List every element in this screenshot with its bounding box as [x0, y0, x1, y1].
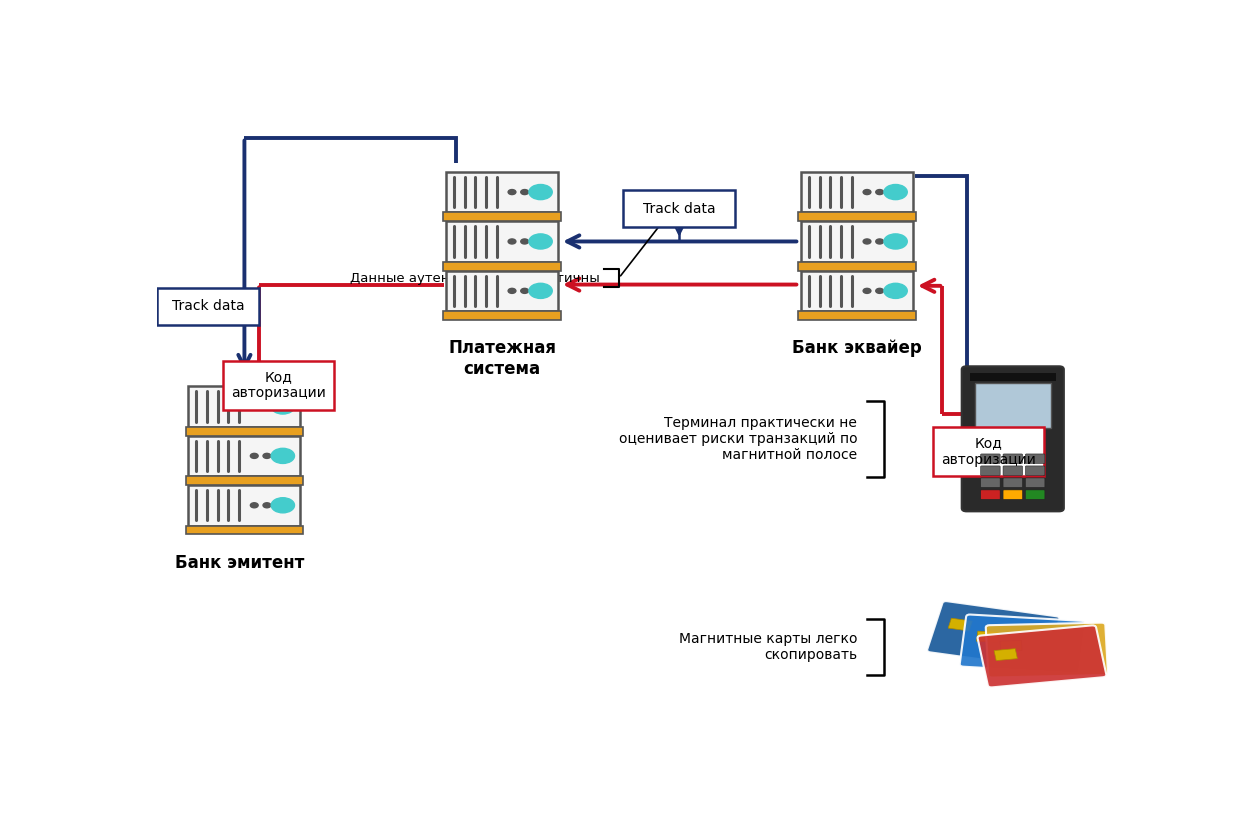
Bar — [798, 262, 916, 270]
Bar — [798, 212, 916, 221]
Bar — [186, 427, 304, 436]
Circle shape — [863, 288, 871, 293]
Circle shape — [264, 454, 271, 459]
FancyBboxPatch shape — [1003, 490, 1023, 500]
FancyBboxPatch shape — [1025, 478, 1045, 487]
Circle shape — [533, 189, 541, 195]
Bar — [186, 526, 304, 535]
FancyBboxPatch shape — [961, 366, 1064, 511]
Text: Данные аутентификации статичны: Данные аутентификации статичны — [350, 272, 600, 284]
FancyBboxPatch shape — [624, 190, 735, 227]
Circle shape — [533, 288, 541, 293]
Bar — [801, 221, 914, 262]
Circle shape — [521, 288, 528, 293]
Circle shape — [876, 288, 884, 293]
Circle shape — [884, 283, 907, 298]
FancyBboxPatch shape — [1025, 454, 1045, 464]
Circle shape — [533, 239, 541, 244]
Text: Магнитные карты легко
скопировать: Магнитные карты легко скопировать — [679, 631, 857, 662]
Circle shape — [250, 503, 259, 508]
Circle shape — [271, 498, 295, 513]
Circle shape — [876, 189, 884, 195]
Text: Банк эмитент: Банк эмитент — [174, 554, 304, 572]
Circle shape — [528, 283, 552, 298]
Circle shape — [276, 454, 284, 459]
Circle shape — [521, 239, 528, 244]
Circle shape — [271, 448, 295, 464]
Circle shape — [884, 184, 907, 200]
Circle shape — [271, 399, 295, 414]
Circle shape — [276, 404, 284, 409]
Text: Банк эквайер: Банк эквайер — [792, 340, 922, 358]
FancyBboxPatch shape — [985, 622, 1108, 677]
Circle shape — [250, 454, 259, 459]
Circle shape — [889, 189, 896, 195]
Bar — [975, 383, 1050, 428]
Circle shape — [508, 239, 516, 244]
Bar — [447, 270, 558, 311]
FancyBboxPatch shape — [1003, 454, 1023, 464]
Circle shape — [884, 234, 907, 249]
Text: Track data: Track data — [172, 300, 245, 314]
Bar — [1000, 640, 1022, 651]
Bar — [188, 436, 300, 476]
FancyBboxPatch shape — [1025, 490, 1045, 500]
Circle shape — [276, 503, 284, 508]
Text: Код
авторизации: Код авторизации — [231, 370, 326, 400]
Circle shape — [876, 239, 884, 244]
FancyBboxPatch shape — [960, 614, 1086, 673]
Bar — [970, 373, 1055, 381]
FancyBboxPatch shape — [1025, 466, 1045, 475]
FancyBboxPatch shape — [980, 478, 1000, 487]
FancyBboxPatch shape — [980, 490, 1000, 500]
FancyBboxPatch shape — [980, 466, 1000, 475]
Bar — [801, 172, 914, 212]
Circle shape — [508, 288, 516, 293]
Circle shape — [889, 288, 896, 293]
Circle shape — [528, 184, 552, 200]
Circle shape — [264, 404, 271, 409]
Bar — [447, 172, 558, 212]
Bar — [443, 311, 561, 320]
Bar — [443, 262, 561, 270]
Text: Код
авторизации: Код авторизации — [941, 437, 1035, 467]
Text: Платежная
система: Платежная система — [448, 340, 556, 378]
Bar — [798, 311, 916, 320]
Bar — [801, 270, 914, 311]
Circle shape — [889, 239, 896, 244]
Bar — [188, 387, 300, 427]
Circle shape — [264, 503, 271, 508]
FancyBboxPatch shape — [222, 360, 334, 410]
Circle shape — [863, 239, 871, 244]
Text: Track data: Track data — [643, 201, 715, 215]
Bar — [447, 221, 558, 262]
Circle shape — [508, 189, 516, 195]
Circle shape — [863, 189, 871, 195]
Bar — [443, 212, 561, 221]
FancyBboxPatch shape — [1003, 478, 1023, 487]
FancyBboxPatch shape — [932, 427, 1044, 476]
Bar — [994, 649, 1018, 661]
Bar — [186, 476, 304, 485]
FancyBboxPatch shape — [978, 626, 1107, 687]
Circle shape — [521, 189, 528, 195]
Bar — [948, 618, 973, 631]
FancyBboxPatch shape — [157, 288, 260, 324]
Bar — [976, 631, 999, 642]
FancyBboxPatch shape — [980, 454, 1000, 464]
Text: Терминал практически не
оценивает риски транзакций по
магнитной полосе: Терминал практически не оценивает риски … — [619, 415, 857, 462]
Circle shape — [528, 234, 552, 249]
FancyBboxPatch shape — [1003, 466, 1023, 475]
FancyBboxPatch shape — [927, 601, 1059, 667]
Bar — [188, 485, 300, 526]
Circle shape — [250, 404, 259, 409]
